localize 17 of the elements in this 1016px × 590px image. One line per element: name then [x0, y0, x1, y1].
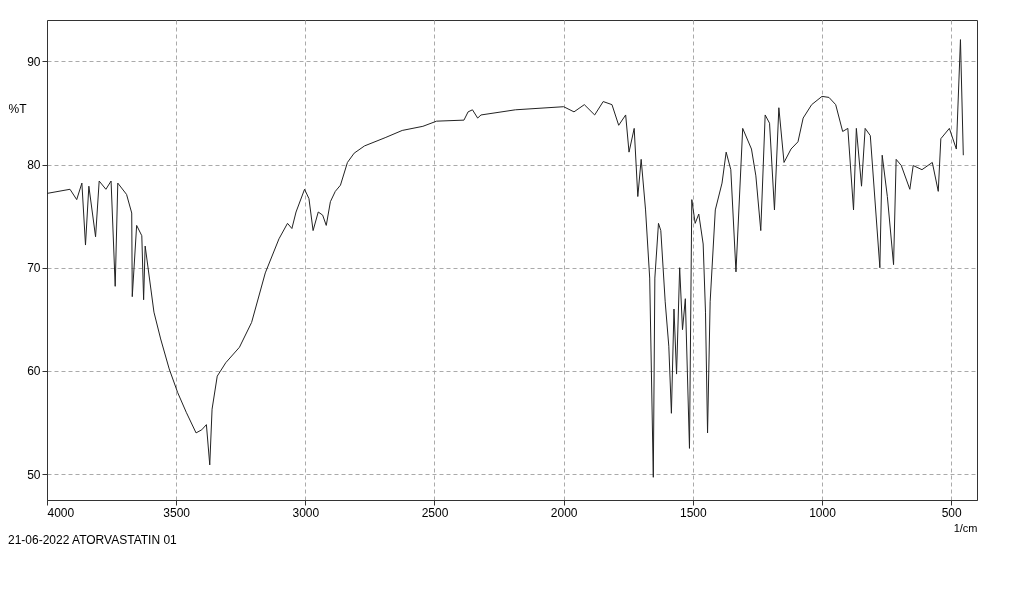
- x-tick-label: 3000: [292, 505, 320, 520]
- x-tick-label: 2500: [421, 505, 449, 520]
- y-tick-label: 50: [27, 467, 41, 482]
- x-tick-label: 1500: [679, 505, 707, 520]
- text: 21-06-2022 ATORVASTATIN 01: [8, 533, 178, 547]
- x-tick-label: 1000: [809, 505, 837, 520]
- x-tick-label: 2000: [550, 505, 578, 520]
- x-tick-label: 4000: [47, 505, 75, 520]
- line-series: [47, 39, 964, 478]
- x-tick-label: 3500: [163, 505, 191, 520]
- x-tick-label: 500: [941, 505, 962, 520]
- y-tick-label: 60: [27, 364, 41, 379]
- y-axis-title: %T: [8, 101, 28, 116]
- y-tick-label: 80: [27, 158, 41, 173]
- y-tick-label: 90: [27, 54, 41, 69]
- y-tick-label: 70: [27, 261, 41, 276]
- x-axis-title: 1/cm: [953, 521, 978, 534]
